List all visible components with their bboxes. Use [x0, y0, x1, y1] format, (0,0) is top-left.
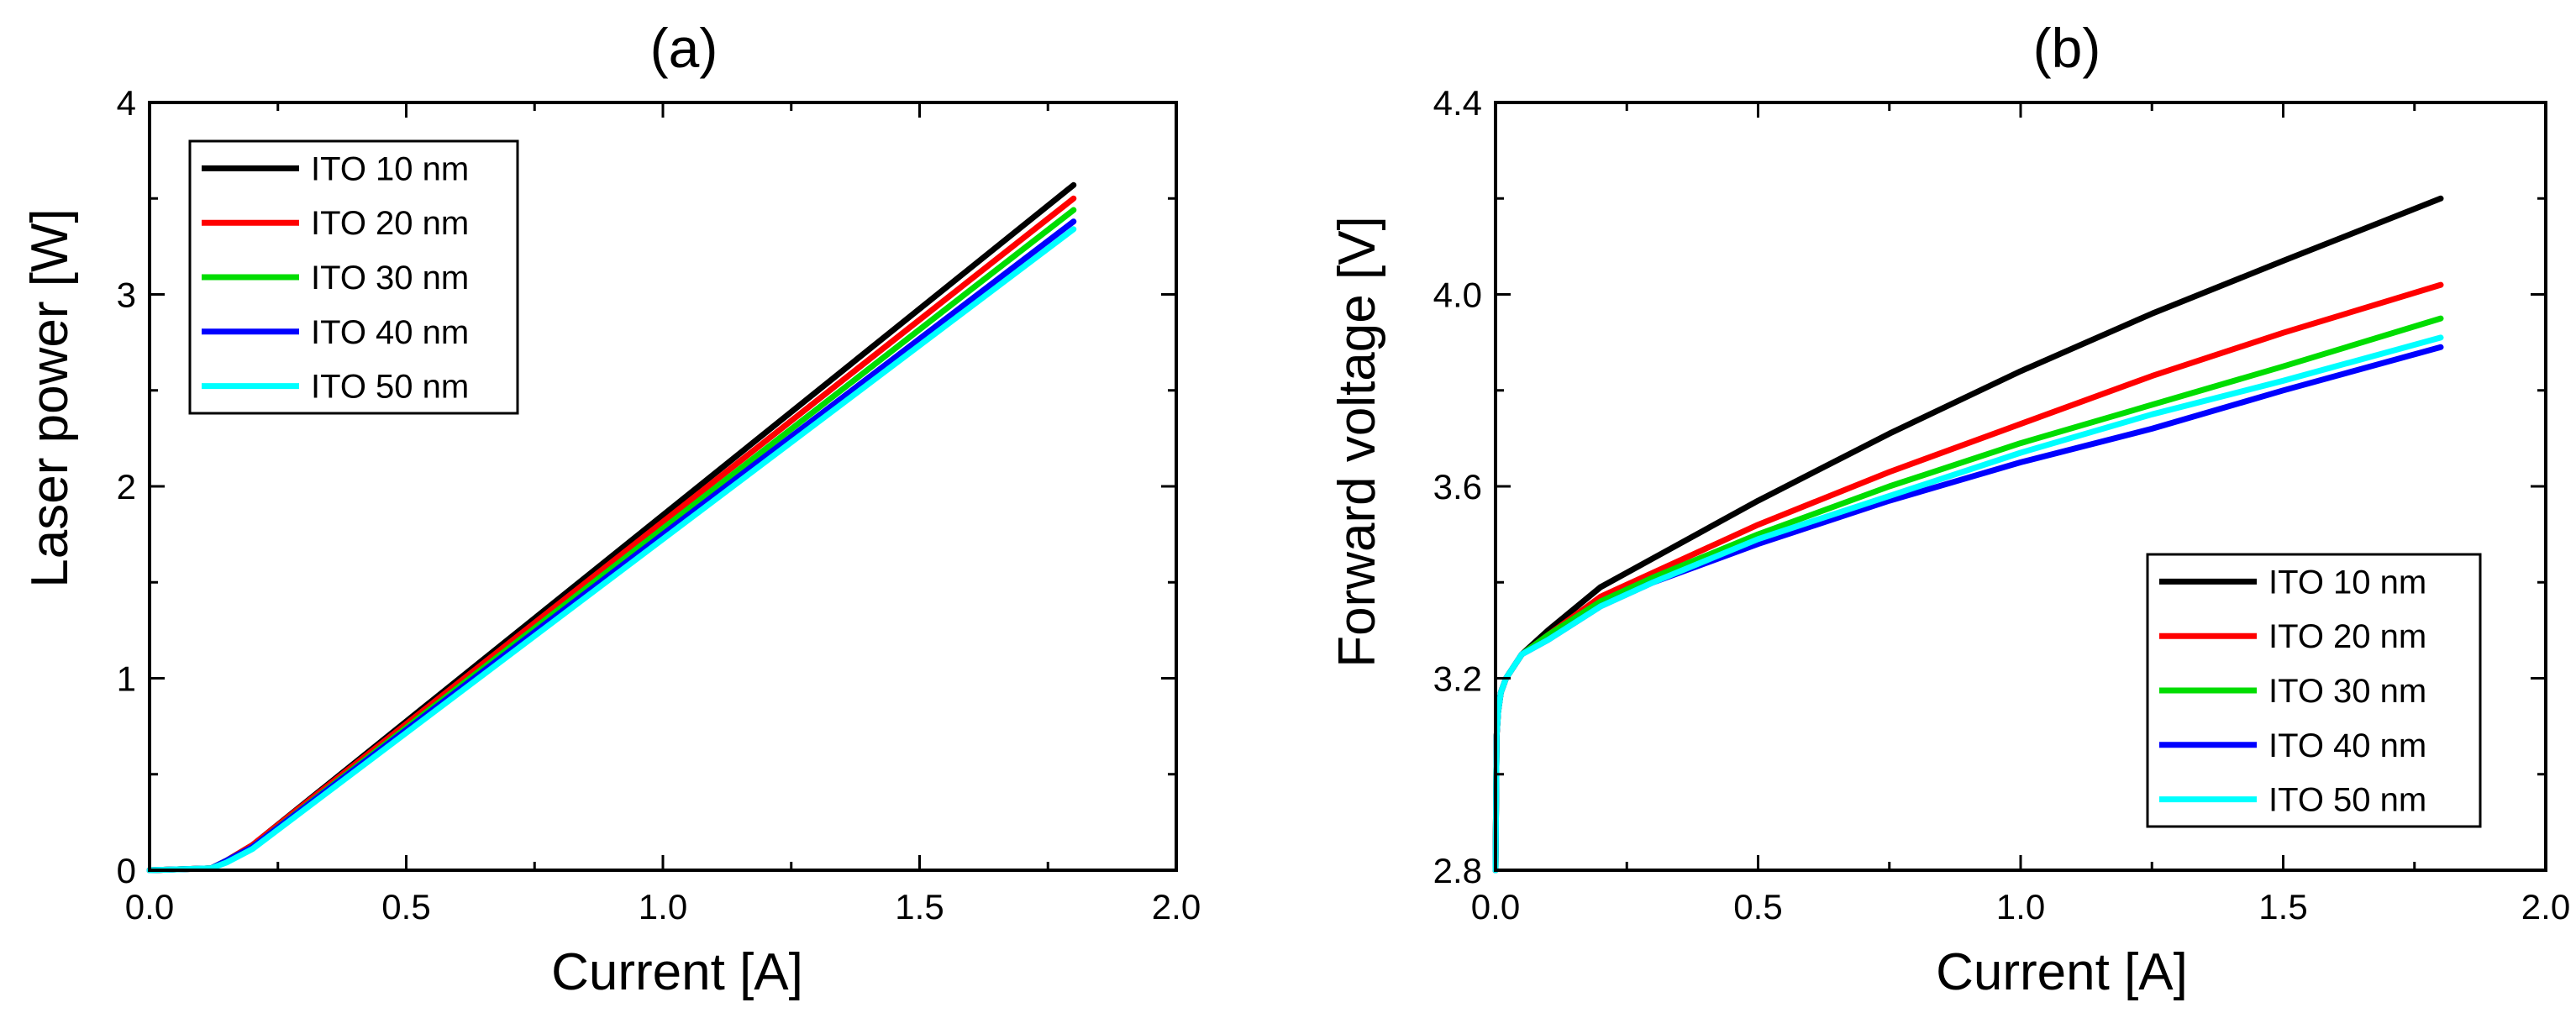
- panel-b-x-tick-label: 0.0: [1471, 887, 1520, 926]
- panel-a-legend-label-2: ITO 20 nm: [311, 205, 469, 242]
- panel-b-title: (b): [2033, 17, 2101, 79]
- panel-b-legend-label-3: ITO 30 nm: [2268, 673, 2426, 710]
- panel-a-x-axis-title: Current [A]: [551, 943, 803, 1001]
- panel-b-y-axis-title: Forward voltage [V]: [1328, 216, 1386, 668]
- panel-b-y-tick-label: 4.0: [1433, 276, 1482, 315]
- panel-a-x-tick-label: 0.5: [381, 887, 430, 926]
- panel-a-legend-label-1: ITO 10 nm: [311, 150, 469, 187]
- panel-a-y-tick-label: 3: [117, 276, 136, 315]
- panel-b-legend-label-1: ITO 10 nm: [2268, 564, 2426, 601]
- panel-a-x-tick-label: 0.0: [125, 887, 174, 926]
- panel-b-x-tick-label: 0.5: [1733, 887, 1782, 926]
- panel-a-y-tick-label: 0: [117, 851, 136, 890]
- panel-b-legend-label-4: ITO 40 nm: [2268, 727, 2426, 764]
- panel-a-title: (a): [650, 17, 718, 79]
- panel-a-legend-label-3: ITO 30 nm: [311, 260, 469, 297]
- panel-a-y-axis-title: Laser power [W]: [21, 208, 79, 587]
- panel-b-y-tick-label: 3.2: [1433, 659, 1482, 699]
- panel-a-legend-label-5: ITO 50 nm: [311, 369, 469, 406]
- panel-a-x-tick-label: 2.0: [1152, 887, 1201, 926]
- panel-b-y-tick-label: 4.4: [1433, 83, 1482, 123]
- panel-a-legend: ITO 10 nm ITO 20 nm ITO 30 nm ITO 40 nm ITO …: [188, 139, 519, 415]
- panel-a-x-tick-label: 1.0: [639, 887, 687, 926]
- panel-b-y-tick-label: 3.6: [1433, 467, 1482, 506]
- panel-b-x-tick-label: 1.5: [2258, 887, 2307, 926]
- panel-b-series-line-5: [1492, 334, 2444, 874]
- panel-a-legend-label-4: ITO 40 nm: [311, 314, 469, 351]
- panel-b-legend: ITO 10 nm ITO 20 nm ITO 30 nm ITO 40 nm ITO …: [2146, 553, 2482, 828]
- panel-a-y-tick-label: 2: [117, 467, 136, 506]
- panel-a-laser-power: (a) Current [A] Laser power [W] 0.0 0.5 1.…: [21, 17, 1201, 1001]
- panel-b-x-axis-title: Current [A]: [1936, 943, 2188, 1001]
- panel-a-y-tick-label: 4: [117, 83, 136, 123]
- panel-b-x-tick-label: 1.0: [1996, 887, 2045, 926]
- panel-b-x-tick-label: 2.0: [2521, 887, 2570, 926]
- panel-b-legend-label-2: ITO 20 nm: [2268, 618, 2426, 655]
- panel-a-y-tick-label: 1: [117, 659, 136, 699]
- panel-a-x-tick-label: 1.5: [895, 887, 944, 926]
- panel-b-forward-voltage: (b) Current [A] Forward voltage [V] 0.0 0…: [1328, 17, 2570, 1001]
- panel-b-series: [1492, 195, 2444, 874]
- panel-b-legend-label-5: ITO 50 nm: [2268, 782, 2426, 819]
- panel-b-y-tick-label: 2.8: [1433, 851, 1482, 890]
